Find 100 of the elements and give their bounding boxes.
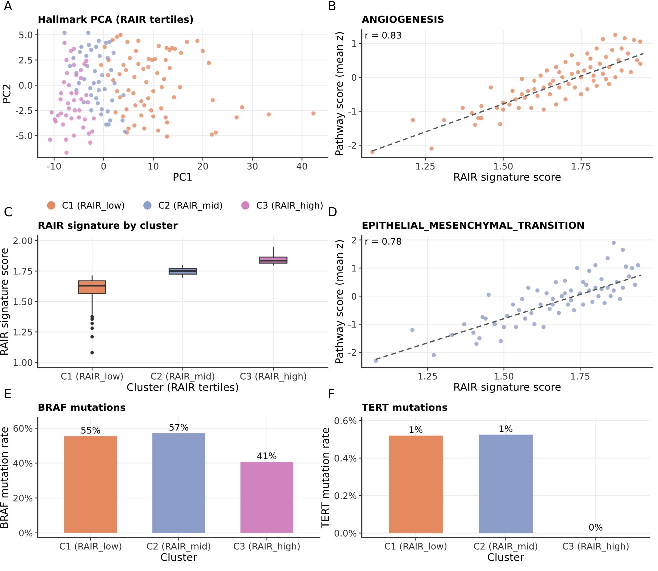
point [64,58,69,62]
point [100,108,104,112]
point [61,122,66,127]
point [102,87,108,92]
point [120,118,125,123]
y-tick-label: 0% [19,530,33,537]
y-tick-label: -2 [348,142,356,149]
x-tick-label: C3 (RAIR_high) [562,542,629,552]
bar [152,433,206,534]
y-tick-label: 2.5 [19,56,32,64]
chart-title: RAIR signature by cluster [38,222,178,232]
y-tick-label: -5.0 [16,132,33,140]
x-tick-label: 1.75 [572,163,591,170]
chart-title: ANGIOGENESIS [362,16,444,24]
y-tick-label: 1.75 [14,268,32,275]
y-axis-title: RAIR signature score [0,248,10,355]
point [96,88,102,93]
x-tick-label: C2 (RAIR_mid) [151,372,214,382]
chart-title: BRAF mutations [38,404,126,412]
bar [240,462,294,534]
x-tick-label: 1.75 [571,373,590,380]
point [73,108,78,113]
point [110,98,114,103]
x-tick-label: 10 [148,163,159,170]
point [82,126,86,130]
legend-label: C3 (RAIR_high) [256,202,323,211]
point [104,41,108,46]
point [92,81,96,86]
y-tick-label: 1.50 [14,298,33,306]
y-axis-title: Pathway score (mean z) [335,240,346,364]
y-tick-label: 60% [14,425,33,432]
point [98,54,102,58]
x-axis-title: PC1 [174,173,192,182]
point [106,122,111,127]
point [64,138,68,142]
point [109,68,114,72]
x-axis-title: Cluster (RAIR tertiles) [127,383,238,393]
point [94,45,99,50]
point [62,80,66,84]
y-axis-title: BRAF mutation rate [0,428,8,528]
point [64,150,69,156]
point [79,68,84,72]
point [83,118,88,122]
bar [64,436,118,534]
point [80,97,84,102]
y-axis-title: PC2 [2,84,11,104]
point [72,63,76,68]
point [84,59,89,64]
point [82,100,86,105]
x-tick-label: 40 [296,163,308,170]
point [85,64,90,68]
y-tick-label: 1 [352,40,356,48]
y-tick-label: -2 [348,349,356,356]
point [77,81,82,86]
chart-title: EPITHELIAL_MESENCHYMAL_TRANSITION [362,222,584,232]
data-label: 41% [258,452,277,460]
point [78,108,82,113]
x-tick-label: C1 (RAIR_low) [60,542,122,552]
y-tick-label: 0.4% [334,455,357,462]
x-axis-title: RAIR signature score [454,172,561,184]
point [72,56,76,60]
text: D [329,207,337,216]
point [74,91,79,96]
y-tick-label: 20% [14,494,33,502]
point [62,30,67,36]
y-tick-label: 2 [352,236,356,244]
y-tick-label: 0.0% [334,530,357,537]
point [112,51,116,56]
y-axis-title: Pathway score (mean z) [335,32,346,156]
point [78,50,82,54]
annotation: r = 0.78 [366,238,402,245]
point [67,83,72,88]
x-tick-label: C1 (RAIR_low) [385,542,447,552]
data-label: 0% [589,524,603,531]
x-tick-label: 1.50 [495,373,514,380]
text: E [5,389,12,398]
point [79,76,84,80]
text: C [4,207,12,217]
x-tick-label: C3 (RAIR_high) [240,372,306,382]
point [86,30,91,36]
y-tick-label: 0 [352,293,357,300]
point [90,130,95,134]
data-label: 55% [82,427,100,434]
point [86,43,92,48]
point [70,116,74,121]
y-tick-label: 1 [352,265,356,272]
point [106,110,110,114]
point [88,140,93,145]
legend-label: C2 (RAIR_mid) [159,202,222,211]
point [77,116,82,120]
point [82,77,87,82]
x-tick-label: C2 (RAIR_mid) [474,542,538,552]
point [89,93,94,98]
y-tick-label: 1.25 [14,328,32,336]
point [70,91,74,96]
text: B [329,1,336,10]
point [48,138,52,142]
point [92,116,96,121]
chart-title: TERT mutations [362,404,448,412]
legend-label: C1 (RAIR_low) [62,202,124,211]
